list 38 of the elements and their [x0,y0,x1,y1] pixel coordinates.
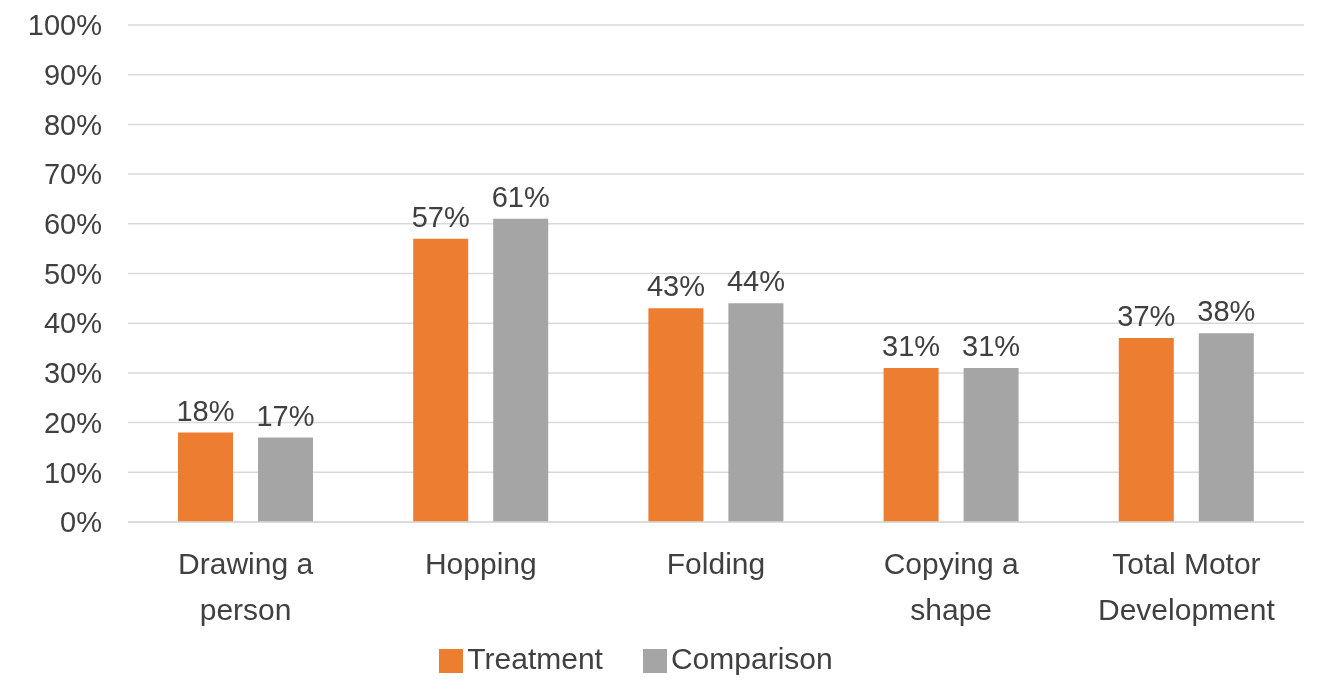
y-tick-label: 90% [43,58,102,91]
bar [1198,333,1254,522]
y-tick-label: 10% [43,456,102,489]
data-label: 61% [491,180,550,213]
x-tick-label: Copying a shape [883,547,1020,626]
bar [963,367,1019,522]
x-tick-label: Total Motor Development [1098,547,1276,626]
bar [413,238,469,522]
bar [178,432,233,522]
bar [648,308,704,522]
y-tick-label: 40% [43,307,102,340]
y-tick-label: 100% [27,9,102,42]
data-label: 57% [411,200,470,233]
y-tick-label: 50% [43,257,102,290]
x-tick-label: Hopping [424,547,537,580]
bar [1118,338,1174,522]
y-tick-label: 20% [43,406,102,439]
data-label: 38% [1197,295,1256,328]
y-tick-label: 70% [43,158,102,191]
x-tick-label: Folding [666,547,766,580]
y-tick-label: 60% [43,208,102,241]
y-tick-label: 80% [43,108,102,141]
data-label: 17% [256,399,315,432]
data-label: 18% [176,394,235,427]
x-tick-label: Drawing a person [178,547,314,626]
bar [728,303,784,522]
y-tick-label: 30% [43,357,102,390]
legend-label: Treatment [467,642,603,675]
data-label: 43% [646,270,705,303]
legend-label: Comparison [670,642,833,675]
bar [258,437,313,522]
data-label: 31% [962,329,1021,362]
bar [493,218,549,522]
y-tick-label: 0% [60,506,102,539]
data-label: 37% [1117,300,1176,333]
data-label: 44% [726,265,785,298]
data-label: 31% [882,329,941,362]
bar [883,367,939,522]
